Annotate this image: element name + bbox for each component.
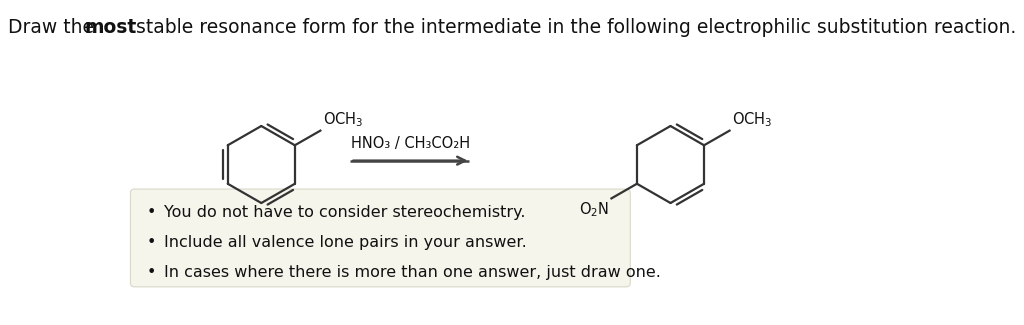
Text: most: most	[85, 18, 137, 37]
Text: In cases where there is more than one answer, just draw one.: In cases where there is more than one an…	[164, 265, 660, 280]
Text: HNO₃ / CH₃CO₂H: HNO₃ / CH₃CO₂H	[351, 136, 470, 151]
Text: O$_2$N: O$_2$N	[580, 200, 609, 219]
Text: You do not have to consider stereochemistry.: You do not have to consider stereochemis…	[164, 205, 525, 220]
Text: OCH$_3$: OCH$_3$	[323, 111, 364, 129]
Text: Include all valence lone pairs in your answer.: Include all valence lone pairs in your a…	[164, 235, 526, 250]
FancyBboxPatch shape	[130, 189, 630, 287]
Text: Draw the: Draw the	[8, 18, 100, 37]
Text: stable resonance form for the intermediate in the following electrophilic substi: stable resonance form for the intermedia…	[130, 18, 1016, 37]
Text: •: •	[146, 205, 156, 220]
Text: •: •	[146, 235, 156, 250]
Text: •: •	[146, 265, 156, 280]
Text: OCH$_3$: OCH$_3$	[732, 111, 772, 129]
